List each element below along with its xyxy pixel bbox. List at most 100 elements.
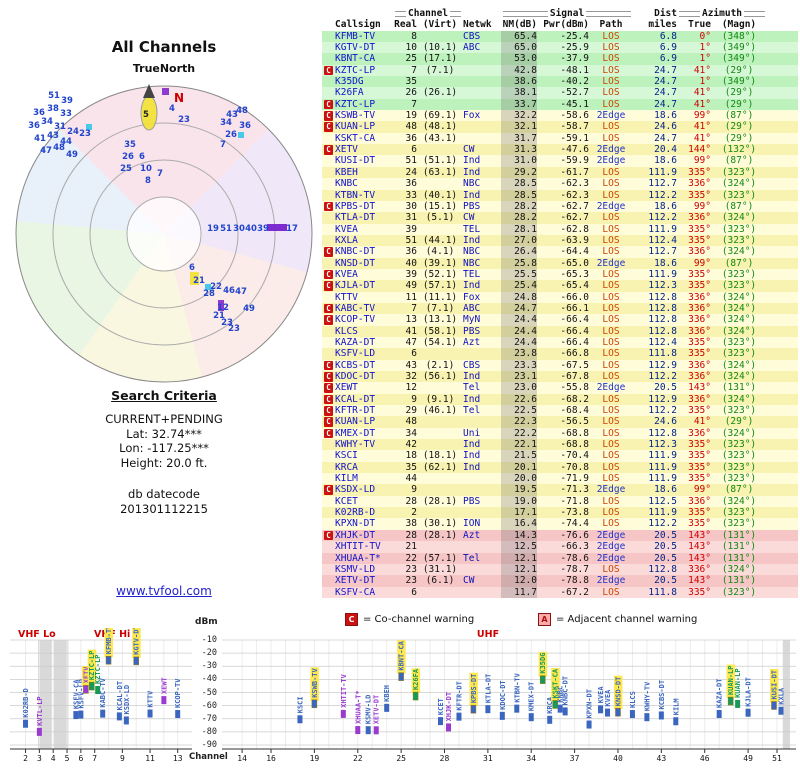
network-cell: Ind bbox=[463, 280, 481, 292]
azimuth-magnetic-cell: (323°) bbox=[721, 348, 757, 360]
azimuth-true-cell: 336° bbox=[688, 325, 711, 337]
station-marker bbox=[116, 712, 122, 721]
real-channel-cell: 32 bbox=[405, 371, 417, 382]
station-row: K35DG 35 38.6 -40.2 LOS 24.7 1° (349°) bbox=[322, 76, 798, 88]
spectrum-station-label: KTTV bbox=[147, 690, 155, 708]
network-cell bbox=[463, 416, 501, 427]
real-channel-cell: 43 bbox=[405, 359, 417, 371]
station-marker bbox=[771, 701, 777, 710]
polar-channel-label: 43 bbox=[226, 110, 238, 120]
station-marker bbox=[123, 716, 129, 725]
spectrum-station-label: KTLA-DT bbox=[484, 674, 492, 704]
network-cell bbox=[463, 348, 501, 359]
polar-chart-title: All Channels bbox=[111, 38, 217, 56]
station-highlight bbox=[538, 651, 548, 677]
channel-tick-label: 14 bbox=[237, 754, 247, 763]
dbm-tick-label: -50 bbox=[201, 687, 217, 698]
station-marker bbox=[528, 713, 534, 722]
station-marker bbox=[446, 723, 452, 732]
spectrum-station-label: KWHY-TV bbox=[643, 681, 651, 711]
noise-margin-cell: 31.7 bbox=[501, 132, 537, 145]
spectrum-station-label: KUSI-DT bbox=[770, 670, 778, 700]
station-row: KXLA 51 (44.1) Ind 27.0 -63.9 LOS 112.4 335° (323… bbox=[322, 234, 798, 247]
station-row: C KFTR-DT 29 (46.1) Tel 22.5 -68.4 LOS 112.2 335°… bbox=[322, 405, 798, 417]
warn-cell bbox=[322, 553, 335, 564]
distance-cell: 112.8 bbox=[648, 427, 677, 439]
distance-cell: 24.7 bbox=[654, 87, 677, 99]
azimuth-magnetic-cell: (131°) bbox=[721, 529, 757, 541]
network-cell bbox=[463, 473, 501, 484]
callsign-cell: KSWB-TV bbox=[335, 110, 376, 122]
noise-margin-cell: 42.8 bbox=[501, 64, 537, 77]
azimuth-true-cell: 335° bbox=[688, 450, 711, 462]
warn-cell: C bbox=[322, 530, 335, 541]
dbm-tick-label: -20 bbox=[201, 648, 217, 659]
warn-cell bbox=[322, 575, 335, 586]
path-cell: LOS bbox=[602, 64, 620, 76]
search-criteria-line: Lon: -117.25*** bbox=[119, 441, 209, 455]
co-channel-warning-icon: C bbox=[324, 247, 333, 257]
path-cell: LOS bbox=[602, 76, 620, 88]
noise-margin-cell: 19.0 bbox=[501, 495, 537, 508]
spectrum-station-label: KSCI bbox=[296, 696, 304, 713]
azimuth-true-cell: 143° bbox=[688, 541, 711, 553]
power-cell: -68.8 bbox=[560, 427, 589, 439]
distance-cell: 20.5 bbox=[654, 529, 677, 541]
polar-ring bbox=[52, 122, 276, 346]
power-cell: -78.8 bbox=[560, 575, 589, 587]
network-cell bbox=[463, 587, 501, 598]
legend-adjacent-channel: A = Adjacent channel warning bbox=[538, 613, 697, 626]
noise-margin-cell: 21.5 bbox=[501, 450, 537, 462]
spectrum-station-label: KTBN-TV bbox=[513, 672, 521, 702]
noise-margin-cell: 12.1 bbox=[501, 563, 537, 576]
real-channel-cell: 26 bbox=[405, 87, 417, 99]
station-row: KPXN-DT 38 (30.1) ION 16.4 -74.4 LOS 112.2 335° (… bbox=[322, 518, 798, 530]
network-cell: PBS bbox=[463, 200, 481, 212]
noise-margin-cell: 25.5 bbox=[501, 268, 537, 281]
station-marker bbox=[311, 699, 318, 709]
station-marker bbox=[88, 681, 95, 691]
real-channel-cell: 6 bbox=[411, 144, 417, 156]
station-marker bbox=[673, 717, 679, 726]
azimuth-magnetic-cell: (324°) bbox=[721, 291, 757, 303]
virtual-channel-cell: (52.1) bbox=[422, 268, 458, 280]
network-cell: TEL bbox=[463, 223, 481, 235]
network-cell: CW bbox=[463, 144, 475, 156]
network-cell: NBC bbox=[463, 246, 481, 258]
co-channel-warning-icon: C bbox=[324, 281, 333, 291]
azimuth-true-cell: 99° bbox=[693, 200, 711, 212]
virtual-channel-cell: (57.1) bbox=[422, 280, 458, 292]
station-row: C KZTC-LP 7 (7.1) 42.8 -48.1 LOS 24.7 41° (29°) bbox=[322, 64, 798, 77]
azimuth-true-cell: 99° bbox=[693, 110, 711, 122]
virtual-channel-cell: (44.1) bbox=[422, 234, 458, 246]
real-channel-cell: 28 bbox=[405, 529, 417, 541]
noise-margin-cell: 28.5 bbox=[501, 189, 537, 201]
virtual-channel-cell bbox=[417, 382, 463, 393]
azimuth-true-cell: 143° bbox=[688, 552, 711, 564]
spectrum-station-label: KFMB-TV bbox=[105, 628, 113, 654]
noise-margin-cell: 22.2 bbox=[501, 427, 537, 440]
warn-cell: C bbox=[322, 144, 335, 155]
virtual-channel-cell bbox=[417, 507, 463, 518]
station-marker bbox=[83, 685, 89, 694]
azimuth-magnetic-cell: (324°) bbox=[721, 563, 757, 575]
station-marker bbox=[100, 709, 106, 718]
search-criteria-title: Search Criteria bbox=[111, 388, 217, 403]
spectrum-station-label: KSMV-LD bbox=[365, 695, 373, 725]
channel-tick-label: 9 bbox=[120, 754, 125, 763]
station-row: KBEH 24 (63.1) Ind 29.2 -61.7 LOS 111.9 335° (323… bbox=[322, 166, 798, 179]
polar-channel-label: 35 bbox=[124, 140, 136, 150]
spectrum-station-label: K26FA bbox=[412, 668, 420, 690]
channel-tick-label: 40 bbox=[613, 754, 623, 763]
distance-cell: 24.6 bbox=[654, 121, 677, 133]
real-channel-cell: 48 bbox=[405, 121, 417, 133]
station-row: KNSD-DT 40 (39.1) NBC 25.8 -65.0 2Edge 18.6 99° (… bbox=[322, 257, 798, 269]
dbm-axis-title: dBm bbox=[195, 617, 218, 627]
channel-axis-title: Channel bbox=[189, 752, 228, 762]
power-cell: -58.6 bbox=[560, 110, 589, 122]
station-row: XHUAA-T* 22 (57.1) Tel 12.1 -78.6 2Edge 20.5 143… bbox=[322, 552, 798, 564]
tvfool-link[interactable]: www.tvfool.com bbox=[116, 584, 212, 598]
distance-cell: 111.9 bbox=[648, 166, 677, 178]
network-cell: Ind bbox=[463, 461, 481, 473]
distance-cell: 112.8 bbox=[648, 302, 677, 314]
